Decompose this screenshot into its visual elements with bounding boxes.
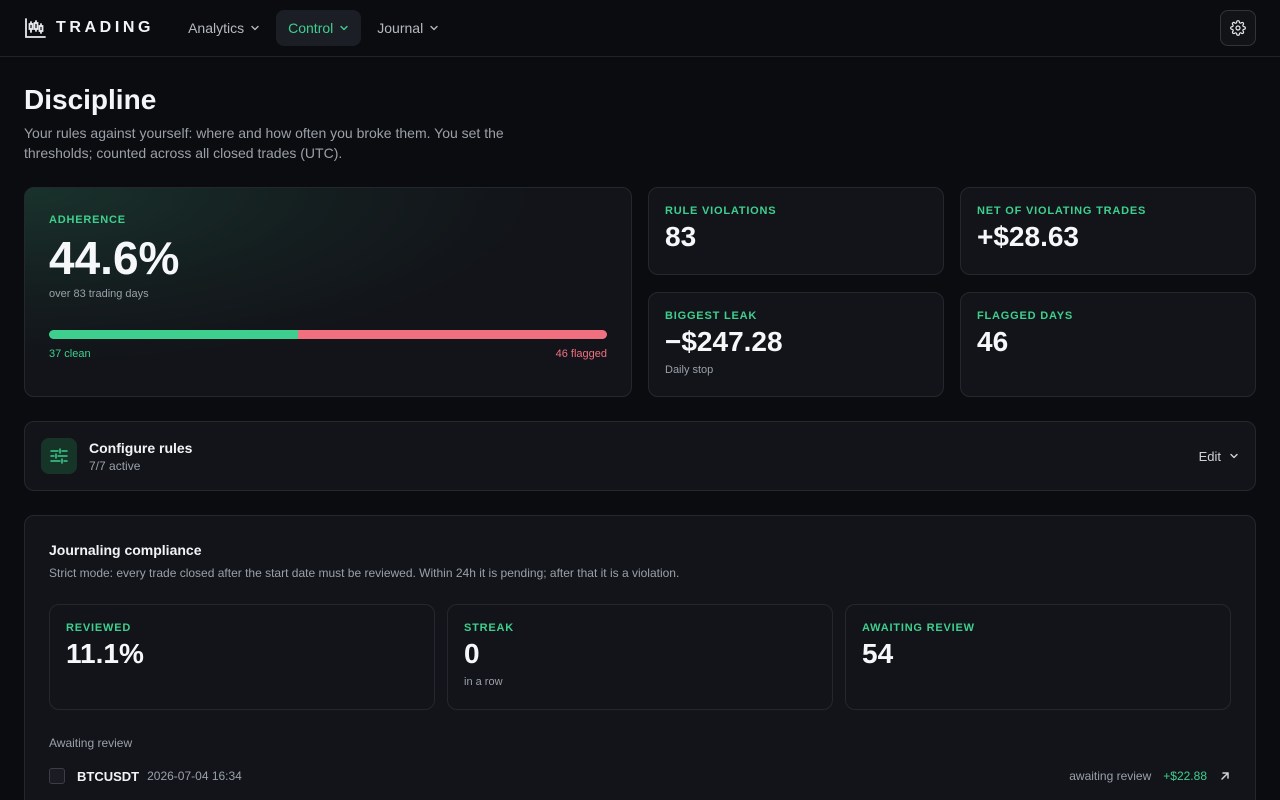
trade-symbol: BTCUSDT bbox=[77, 768, 140, 784]
trade-row-right: awaiting review +$22.88 bbox=[1069, 769, 1231, 783]
configure-rules-text: Configure rules 7/7 active bbox=[89, 440, 192, 473]
reviewed-label: REVIEWED bbox=[66, 622, 132, 634]
biggest-leak-value: −$247.28 bbox=[665, 325, 783, 357]
flagged-days-value: 46 bbox=[977, 325, 1009, 357]
trade-status: awaiting review bbox=[1069, 769, 1152, 783]
top-navigation-bar: TRADING Analytics Control Journal bbox=[0, 0, 1280, 57]
rules-active-count: 7/7 active bbox=[89, 458, 141, 473]
adherence-label: ADHERENCE bbox=[49, 214, 126, 226]
streak-label: STREAK bbox=[464, 622, 515, 634]
trade-checkbox[interactable] bbox=[49, 768, 65, 784]
arrow-up-right-icon[interactable] bbox=[1219, 770, 1231, 782]
streak-note: in a row bbox=[464, 676, 503, 688]
sliders-icon bbox=[41, 438, 77, 474]
streak-value: 0 bbox=[464, 638, 480, 669]
brand-name: TRADING bbox=[56, 19, 155, 36]
nav-control-label: Control bbox=[288, 20, 334, 36]
adherence-bar-labels: 37 clean 46 flagged bbox=[49, 348, 607, 360]
page-subtitle: Your rules against yourself: where and h… bbox=[24, 125, 504, 161]
rule-violations-card: RULE VIOLATIONS 83 bbox=[648, 187, 944, 275]
brand[interactable]: TRADING bbox=[25, 18, 154, 38]
awaiting-review-value: 54 bbox=[862, 638, 894, 669]
reviewed-card: REVIEWED 11.1% bbox=[49, 604, 435, 710]
trade-pnl: +$22.88 bbox=[1163, 769, 1207, 783]
chevron-down-icon bbox=[340, 25, 348, 31]
rule-violations-label: RULE VIOLATIONS bbox=[665, 205, 777, 217]
trade-datetime: 2026-07-04 16:34 bbox=[147, 769, 242, 783]
main-nav: Analytics Control Journal bbox=[176, 10, 451, 46]
awaiting-review-card: AWAITING REVIEW 54 bbox=[845, 604, 1231, 710]
nav-analytics[interactable]: Analytics bbox=[176, 10, 272, 46]
awaiting-review-heading: Awaiting review bbox=[49, 736, 133, 750]
nav-journal-label: Journal bbox=[377, 20, 424, 36]
adherence-bar bbox=[49, 330, 607, 339]
flagged-days-label: 46 flagged bbox=[555, 348, 607, 360]
flagged-days-card: FLAGGED DAYS 46 bbox=[960, 291, 1256, 397]
chevron-down-icon bbox=[430, 25, 438, 31]
nav-analytics-label: Analytics bbox=[188, 20, 245, 36]
rule-violations-value: 83 bbox=[665, 221, 697, 252]
adherence-bar-flagged bbox=[297, 330, 607, 339]
main-content: Discipline Your rules against yourself: … bbox=[0, 84, 1280, 800]
biggest-leak-label: BIGGEST LEAK bbox=[665, 309, 758, 322]
adherence-bar-clean bbox=[49, 330, 298, 339]
biggest-leak-card: BIGGEST LEAK −$247.28 Daily stop bbox=[648, 291, 944, 397]
nav-journal[interactable]: Journal bbox=[365, 10, 451, 46]
awaiting-review-label: AWAITING REVIEW bbox=[862, 622, 975, 634]
configure-rules-title: Configure rules bbox=[89, 439, 193, 456]
gear-icon bbox=[1230, 20, 1246, 36]
adherence-card: ADHERENCE 44.6% over 83 trading days 37 … bbox=[24, 187, 632, 397]
adherence-value: 44.6% bbox=[49, 232, 180, 284]
journaling-stats-grid: REVIEWED 11.1% STREAK 0 in a row AWAITIN… bbox=[49, 604, 1231, 710]
chevron-down-icon bbox=[1230, 453, 1238, 459]
stats-grid: ADHERENCE 44.6% over 83 trading days 37 … bbox=[24, 187, 1256, 397]
edit-rules-button[interactable]: Edit bbox=[1199, 449, 1239, 464]
journaling-title: Journaling compliance bbox=[49, 542, 202, 558]
candlestick-chart-icon bbox=[25, 18, 46, 38]
settings-button[interactable] bbox=[1220, 10, 1256, 46]
flagged-days-stat-label: FLAGGED DAYS bbox=[977, 309, 1073, 322]
chevron-down-icon bbox=[251, 25, 259, 31]
streak-card: STREAK 0 in a row bbox=[447, 604, 833, 710]
journaling-compliance-section: Journaling compliance Strict mode: every… bbox=[24, 515, 1256, 800]
list-item[interactable]: BTCUSDT 2026-07-04 16:34 awaiting review… bbox=[49, 762, 1231, 790]
journaling-subtitle: Strict mode: every trade closed after th… bbox=[49, 566, 680, 580]
edit-rules-label: Edit bbox=[1198, 448, 1221, 464]
clean-days-label: 37 clean bbox=[49, 348, 91, 360]
biggest-leak-note: Daily stop bbox=[665, 363, 714, 376]
net-violating-label: NET OF VIOLATING TRADES bbox=[977, 205, 1147, 217]
net-violating-card: NET OF VIOLATING TRADES +$28.63 bbox=[960, 187, 1256, 275]
net-violating-value: +$28.63 bbox=[977, 221, 1079, 252]
reviewed-value: 11.1% bbox=[66, 638, 144, 669]
nav-control[interactable]: Control bbox=[276, 10, 362, 46]
page-title: Discipline bbox=[24, 84, 157, 115]
adherence-note: over 83 trading days bbox=[49, 288, 149, 300]
configure-rules-panel[interactable]: Configure rules 7/7 active Edit bbox=[24, 421, 1256, 491]
